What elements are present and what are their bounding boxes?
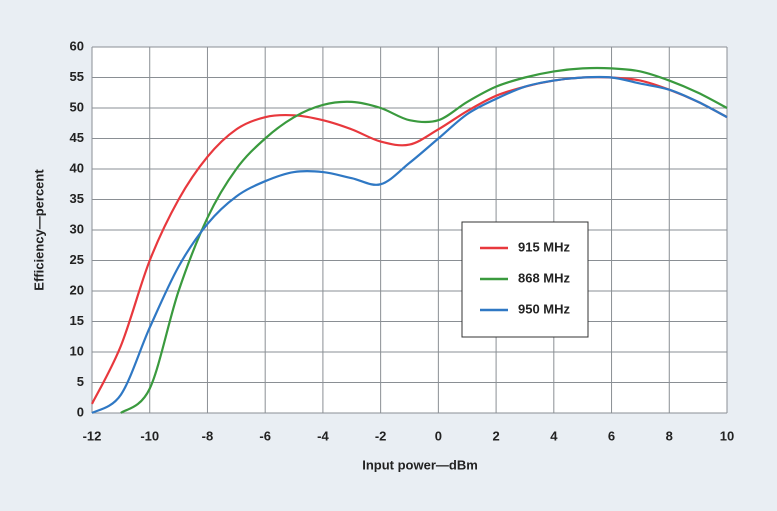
y-tick-label: 45 xyxy=(70,130,84,145)
y-tick-label: 40 xyxy=(70,160,84,175)
x-tick-label: -6 xyxy=(259,428,271,443)
y-tick-label: 25 xyxy=(70,252,84,267)
x-tick-label: -4 xyxy=(317,428,329,443)
x-tick-label: 8 xyxy=(666,428,673,443)
x-tick-label: 4 xyxy=(550,428,558,443)
line-series xyxy=(120,66,728,414)
x-tick-label: -10 xyxy=(140,428,159,443)
x-tick-label: -2 xyxy=(375,428,387,443)
x-tick-label: 6 xyxy=(608,428,615,443)
legend-label: 950 MHz xyxy=(518,301,571,316)
y-tick-label: 15 xyxy=(70,313,84,328)
y-axis-label: Efficiency—percent xyxy=(31,169,46,291)
y-tick-label: 20 xyxy=(70,282,84,297)
x-tick-label: 2 xyxy=(492,428,499,443)
y-tick-label: 30 xyxy=(70,221,84,236)
x-tick-label: -12 xyxy=(83,428,102,443)
y-tick-label: 35 xyxy=(70,191,84,206)
line-series xyxy=(91,75,728,414)
legend-label: 868 MHz xyxy=(518,270,571,285)
y-tick-label: 50 xyxy=(70,99,84,114)
y-tick-label: 0 xyxy=(77,404,84,419)
x-tick-label: 0 xyxy=(435,428,442,443)
y-tick-label: 55 xyxy=(70,69,84,84)
x-tick-label: -8 xyxy=(202,428,214,443)
x-tick-label: 10 xyxy=(720,428,734,443)
legend-label: 915 MHz xyxy=(518,239,571,254)
y-tick-label: 60 xyxy=(70,38,84,53)
y-tick-label: 5 xyxy=(77,374,84,389)
y-tick-label: 10 xyxy=(70,343,84,358)
x-axis-label: Input power—dBm xyxy=(362,457,478,472)
